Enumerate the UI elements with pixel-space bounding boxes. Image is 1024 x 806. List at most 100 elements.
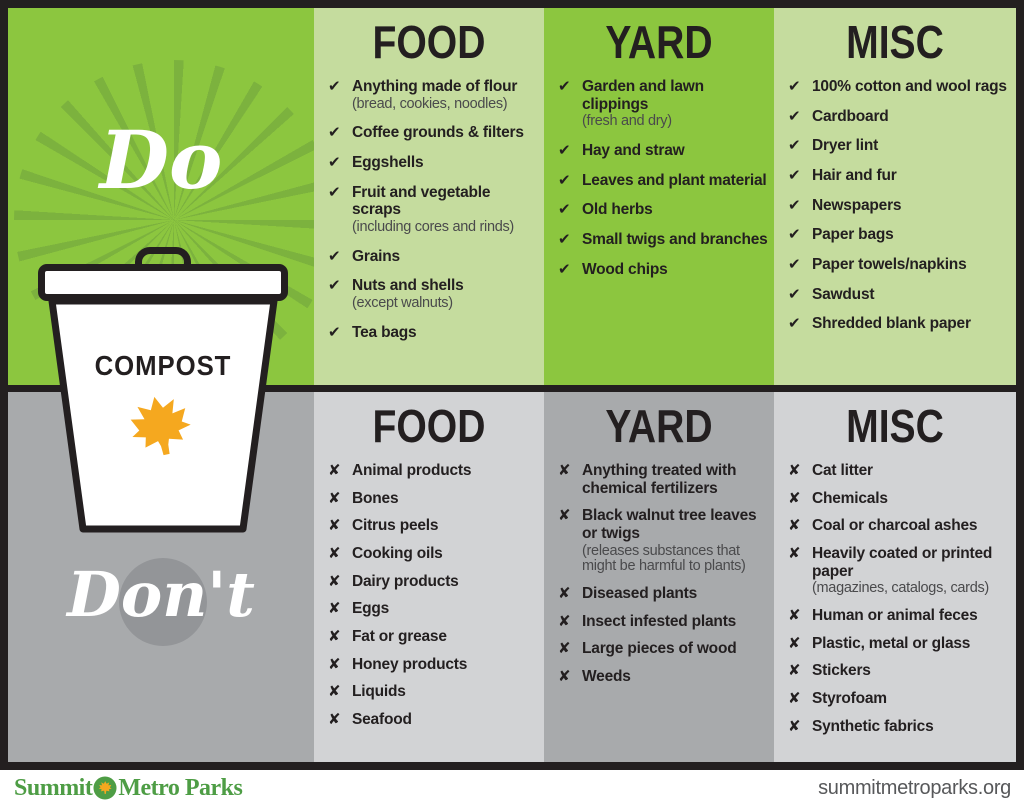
x-icon: ✘ — [558, 611, 571, 630]
list-item: ✔ Nuts and shells (except walnuts) — [328, 277, 538, 311]
check-icon: ✔ — [328, 77, 341, 95]
check-icon: ✔ — [558, 259, 571, 278]
item-text: Animal products — [352, 462, 472, 479]
item-note: (fresh and dry) — [582, 113, 672, 130]
item-text: Stickers — [812, 662, 871, 680]
item-text: Newspapers — [812, 196, 902, 214]
item-text: Dairy products — [352, 572, 459, 590]
item-note: (except walnuts) — [352, 294, 453, 311]
check-icon: ✔ — [788, 314, 801, 333]
list-item: ✔ Coffee grounds & filters — [328, 124, 538, 142]
item-text: Cardboard — [812, 107, 889, 125]
check-icon: ✔ — [328, 246, 341, 265]
do-yard-list: ✔ Garden and lawn clippings (fresh and dry… — [544, 74, 774, 278]
dont-misc-list: ✘ Cat litter ✘ Chemicals ✘ Coal or charcoal a… — [774, 458, 1016, 735]
list-item: ✘ Large pieces of wood — [558, 640, 768, 658]
list-item: ✘ Liquids — [328, 683, 538, 701]
list-item: ✘ Honey products — [328, 655, 538, 674]
item-text: Bones — [352, 489, 399, 507]
x-icon: ✘ — [558, 583, 571, 602]
list-item: ✔ Cardboard — [788, 107, 1010, 126]
item-text: Small twigs and branches — [582, 230, 768, 248]
dont-yard-column: YARD ✘ Anything treated with chemical fer… — [544, 392, 774, 762]
item-text: Styrofoam — [812, 689, 887, 707]
list-item: ✘ Styrofoam — [788, 688, 1010, 708]
logo-leaf-icon — [93, 776, 117, 800]
do-label: Do — [99, 113, 223, 207]
item-text: Paper bags — [812, 226, 894, 244]
list-item: ✔ Anything made of flour (bread, cookies, … — [328, 77, 538, 112]
do-food-header: FOOD — [372, 16, 486, 68]
list-item: ✘ Citrus peels — [328, 517, 538, 535]
item-text: Diseased plants — [582, 584, 698, 602]
item-text: Fat or grease — [352, 627, 447, 645]
do-misc-column: MISC ✔ 100% cotton and wool rags ✔ Cardboar… — [774, 8, 1016, 385]
x-icon: ✘ — [558, 506, 571, 525]
list-item: ✔ Hair and fur — [788, 167, 1010, 185]
bin-handle — [135, 247, 191, 277]
list-item: ✘ Cat litter — [788, 462, 1010, 480]
list-item: ✘ Black walnut tree leaves or twigs (relea… — [558, 507, 768, 575]
item-text: Seafood — [352, 710, 412, 728]
list-item: ✔ Paper bags — [788, 226, 1010, 244]
list-item: ✔ 100% cotton and wool rags — [788, 78, 1010, 96]
item-text: Large pieces of wood — [582, 640, 737, 658]
item-text: Paper towels/napkins — [812, 255, 967, 273]
list-item: ✘ Eggs — [328, 600, 538, 618]
list-item: ✔ Fruit and vegetable scraps (including co… — [328, 182, 538, 236]
check-icon: ✔ — [788, 225, 801, 244]
do-food-column: FOOD ✔ Anything made of flour (bread, cook… — [314, 8, 544, 385]
dont-yard-header: YARD — [605, 400, 713, 452]
check-icon: ✔ — [328, 182, 341, 201]
list-item: ✘ Insect infested plants — [558, 611, 768, 631]
dont-label: Don't — [67, 558, 255, 631]
x-icon: ✘ — [788, 688, 801, 707]
list-item: ✔ Wood chips — [558, 259, 768, 279]
check-icon: ✔ — [328, 322, 341, 341]
list-item: ✘ Weeds — [558, 667, 768, 686]
check-icon: ✔ — [558, 140, 571, 159]
dont-food-column: FOOD ✘ Animal products ✘ Bones ✘ Citrus peels… — [314, 392, 544, 762]
x-icon: ✘ — [328, 626, 341, 645]
list-item: ✘ Stickers — [788, 662, 1010, 680]
check-icon: ✔ — [558, 229, 571, 248]
do-section: Do FOOD ✔ Anything made of flour (bread, c… — [8, 8, 1016, 385]
check-icon: ✔ — [328, 123, 341, 142]
list-item: ✔ Hay and straw — [558, 142, 768, 160]
list-item: ✔ Eggshells — [328, 154, 538, 172]
list-item: ✘ Plastic, metal or glass — [788, 633, 1010, 653]
list-item: ✘ Animal products — [328, 462, 538, 480]
list-item: ✔ Paper towels/napkins — [788, 255, 1010, 274]
item-text: Fruit and vegetable scraps (including cor… — [352, 184, 538, 236]
brand-metro-parks: Metro Parks — [118, 774, 243, 801]
check-icon: ✔ — [788, 284, 801, 303]
item-text: Weeds — [582, 667, 631, 685]
do-food-list: ✔ Anything made of flour (bread, cookies, … — [314, 74, 544, 341]
item-text: Hay and straw — [582, 141, 685, 159]
item-text: Heavily coated or printed paper (magazine… — [812, 545, 1010, 597]
do-misc-list: ✔ 100% cotton and wool rags ✔ Cardboard ✔ Dry… — [774, 74, 1016, 333]
do-misc-header: MISC — [846, 16, 944, 68]
list-item: ✔ Newspapers — [788, 196, 1010, 215]
x-icon: ✘ — [328, 461, 341, 479]
item-text: Black walnut tree leaves or twigs (releas… — [582, 507, 768, 575]
item-text: Leaves and plant material — [582, 171, 767, 189]
list-item: ✘ Synthetic fabrics — [788, 717, 1010, 736]
item-text: Synthetic fabrics — [812, 717, 934, 735]
item-text: Wood chips — [582, 260, 668, 278]
check-icon: ✔ — [788, 77, 801, 95]
list-item: ✘ Bones — [328, 489, 538, 508]
list-item: ✔ Small twigs and branches — [558, 229, 768, 249]
website-url: summitmetroparks.org — [818, 776, 1011, 799]
item-note: (bread, cookies, noodles) — [352, 95, 508, 112]
item-text: Anything made of flour (bread, cookies, n… — [352, 78, 518, 112]
list-item: ✔ Grains — [328, 246, 538, 266]
item-note: (magazines, catalogs, cards) — [812, 580, 989, 597]
x-icon: ✘ — [328, 543, 341, 562]
dont-yard-list: ✘ Anything treated with chemical fertiliz… — [544, 458, 774, 686]
x-icon: ✘ — [788, 633, 801, 652]
item-text: Eggs — [352, 600, 390, 618]
compost-bin-graphic: COMPOST — [30, 247, 296, 543]
list-item: ✘ Fat or grease — [328, 626, 538, 646]
check-icon: ✔ — [558, 170, 571, 189]
